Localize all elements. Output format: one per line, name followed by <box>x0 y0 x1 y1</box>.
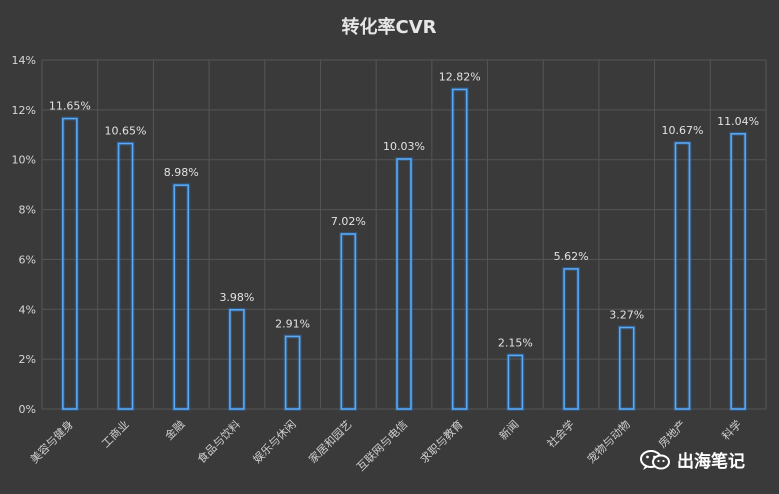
data-labels: 11.65% 10.65% 8.98% 3.98% 2.91% 7.02% 10.03% 12… <box>49 70 759 349</box>
bar-glow <box>673 141 692 411</box>
bar-glow <box>60 116 79 411</box>
bar-glow <box>395 156 413 411</box>
grid-lines <box>41 59 767 410</box>
x-category-label: 家居和园艺 <box>306 417 355 466</box>
bar <box>730 132 746 410</box>
x-axis-categories: 美容与健身 工商业 金融 食品与饮料 娱乐与休闲 家居和园艺 互联网与电信 求职与教育 新闻 社会… <box>27 417 744 474</box>
bar <box>340 233 357 410</box>
bars <box>60 87 748 412</box>
data-label: 10.67% <box>661 124 703 137</box>
bar-glow <box>116 141 135 411</box>
bar <box>396 158 412 410</box>
bar-glow <box>450 87 469 411</box>
y-tick-label: 10% <box>12 154 36 167</box>
y-tick-label: 6% <box>19 253 36 266</box>
data-label: 2.15% <box>498 336 533 349</box>
bar <box>229 308 245 410</box>
y-tick-label: 12% <box>12 104 36 117</box>
bar <box>62 117 78 410</box>
x-category-label: 食品与饮料 <box>194 417 243 466</box>
x-category-label: 娱乐与休闲 <box>250 417 299 466</box>
bar-glow <box>172 183 191 411</box>
bar <box>674 142 691 410</box>
data-label: 10.65% <box>105 125 147 138</box>
bar-glow <box>339 232 358 411</box>
x-category-label: 工商业 <box>98 417 131 450</box>
bar <box>451 88 468 410</box>
y-tick-label: 0% <box>19 403 36 416</box>
x-category-label: 宠物与动物 <box>584 417 633 466</box>
bar-glow <box>506 353 525 411</box>
bar <box>117 142 134 410</box>
bar <box>284 335 301 410</box>
data-label: 3.27% <box>609 308 644 321</box>
x-category-label: 求职与教育 <box>417 417 466 466</box>
bar <box>563 268 579 410</box>
wechat-icon <box>640 449 670 470</box>
data-label: 11.04% <box>717 115 759 128</box>
bar-glow <box>562 266 581 411</box>
y-tick-label: 8% <box>19 204 36 217</box>
data-label: 8.98% <box>164 166 199 179</box>
x-category-label: 房地产 <box>655 417 688 450</box>
data-label: 12.82% <box>439 70 481 83</box>
chart-title: 转化率CVR <box>341 16 436 38</box>
bar-glow <box>729 131 748 411</box>
data-label: 5.62% <box>554 250 589 263</box>
data-label: 11.65% <box>49 100 91 113</box>
data-label: 2.91% <box>275 317 310 330</box>
x-category-label: 金融 <box>162 417 187 442</box>
bar-glow <box>283 334 302 411</box>
bar <box>173 184 190 410</box>
y-tick-label: 2% <box>19 353 36 366</box>
data-label: 7.02% <box>331 215 366 228</box>
bar <box>618 326 635 410</box>
x-category-label: 新闻 <box>496 417 521 442</box>
y-axis-ticks: 0% 2% 4% 6% 8% 10% 12% 14% <box>12 54 36 416</box>
x-category-label: 社会学 <box>544 417 577 450</box>
x-category-label: 美容与健身 <box>27 417 76 466</box>
data-label: 3.98% <box>219 291 254 304</box>
x-category-label: 科学 <box>719 417 744 442</box>
bar-glow <box>617 325 636 412</box>
watermark-text: 出海笔记 <box>677 452 745 472</box>
y-tick-label: 14% <box>12 54 36 67</box>
x-category-label: 互联网与电信 <box>354 418 410 474</box>
watermark: 出海笔记 <box>639 447 745 472</box>
bar <box>507 354 524 410</box>
data-label: 10.03% <box>383 140 425 153</box>
y-tick-label: 4% <box>19 303 36 316</box>
